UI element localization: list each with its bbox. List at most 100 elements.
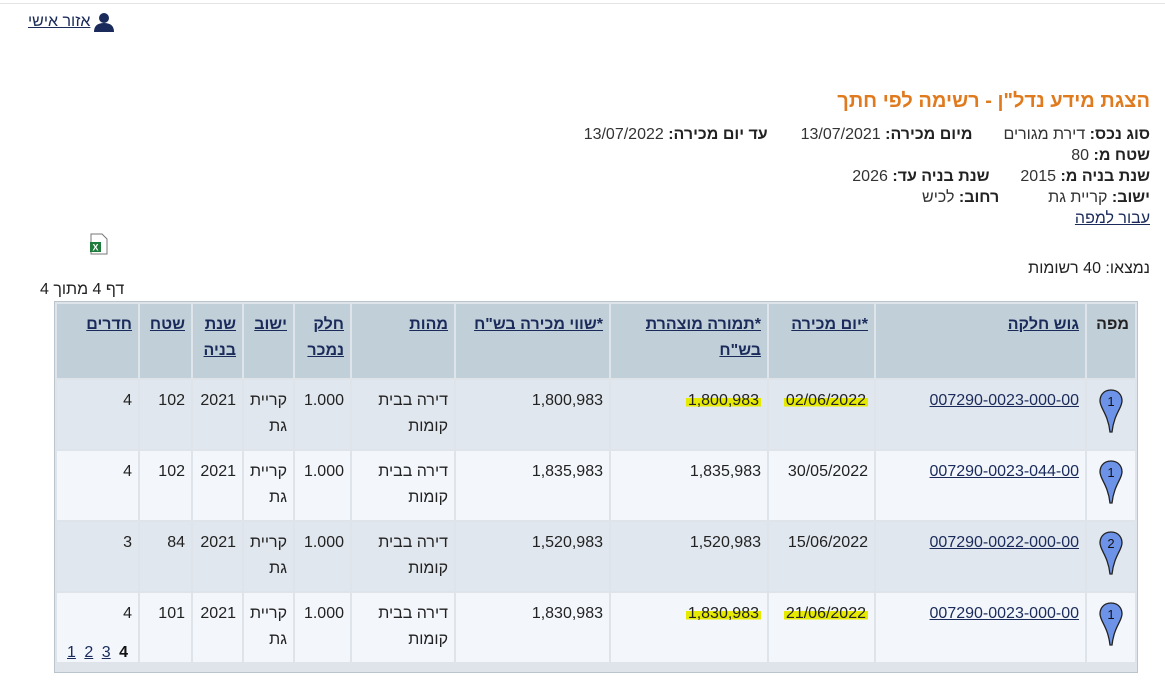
rooms-cell: 4 [57,380,138,449]
sort-gush[interactable]: גוש חלקה [1007,316,1079,333]
table-header-row: מפה גוש חלקה *יום מכירה *תמורה מוצהרת בש… [57,304,1135,378]
declared-cell-text: 1,835,983 [689,463,761,480]
declared-cell-text: 1,800,983 [685,392,761,409]
page-2[interactable]: 2 [84,644,94,661]
gush-cell[interactable]: 007290-0023-000-00 [876,380,1085,449]
page-info: דף 4 מתוך 4 [40,281,125,298]
date-cell-text: 21/06/2022 [783,605,868,622]
results-count: נמצאו: 40 רשומות [1028,260,1150,277]
map-pin-icon[interactable]: 2 [1098,530,1124,576]
filter-line-1: סוג נכס: דירת מגורים מיום מכירה: 13/07/2… [584,126,1150,144]
value-cell: 1,520,983 [456,522,609,591]
map-cell[interactable]: 2 [1087,522,1135,591]
date-cell-text: 02/06/2022 [783,392,868,409]
map-cell[interactable]: 1 [1087,593,1135,662]
declared-cell-text: 1,520,983 [689,534,761,551]
mahut-cell: דירה בבית קומות [352,380,454,449]
part-cell: 1.000 [295,522,350,591]
svg-text:1: 1 [1107,394,1114,409]
filter-line-4: ישוב: קריית גת רחוב: לכיש [922,189,1150,207]
city-label: ישוב: [1111,189,1150,206]
col-map-label: מפה [1096,316,1129,333]
excel-export-icon[interactable]: X [89,233,109,260]
year-cell: 2021 [193,522,242,591]
sort-part[interactable]: חלק נמכר [307,316,344,359]
map-cell[interactable]: 1 [1087,380,1135,449]
rooms-cell: 4 [57,451,138,520]
declared-cell-text: 1,830,983 [685,605,761,622]
year-to-label: שנת בניה עד: [892,168,990,185]
city-cell: קריית גת [244,593,293,662]
part-cell: 1.000 [295,380,350,449]
map-pin-icon[interactable]: 1 [1098,601,1124,647]
sort-declared[interactable]: *תמורה מוצהרת בש"ח [645,316,761,359]
area-cell: 102 [140,451,191,520]
col-rooms[interactable]: חדרים [57,304,138,378]
col-gush[interactable]: גוש חלקה [876,304,1085,378]
page-current: 4 [119,644,128,661]
page-1[interactable]: 1 [67,644,76,661]
svg-text:X: X [92,243,98,253]
city-cell: קריית גת [244,522,293,591]
street-label: רחוב: [958,189,1000,206]
rooms-cell: 3 [57,522,138,591]
user-icon [94,13,115,32]
col-declared[interactable]: *תמורה מוצהרת בש"ח [611,304,767,378]
map-pin-icon[interactable]: 1 [1098,388,1124,434]
svg-text:1: 1 [1107,465,1114,480]
value-cell: 1,835,983 [456,451,609,520]
date-cell: 02/06/2022 [769,380,874,449]
sort-value[interactable]: *שווי מכירה בש"ח [474,316,603,333]
col-mahut[interactable]: מהות [352,304,454,378]
top-divider [0,3,1165,4]
col-city[interactable]: ישוב [244,304,293,378]
col-date[interactable]: *יום מכירה [769,304,874,378]
personal-area-label[interactable]: אזור אישי [28,13,91,30]
date-cell-text: 30/05/2022 [787,463,868,480]
to-date-label: עד יום מכירה: [668,126,768,143]
filter-line-2: שטח מ: 80 [1071,147,1150,165]
col-value[interactable]: *שווי מכירה בש"ח [456,304,609,378]
map-cell[interactable]: 1 [1087,451,1135,520]
gush-link[interactable]: 007290-0022-000-00 [929,534,1079,551]
part-cell: 1.000 [295,593,350,662]
declared-cell: 1,830,983 [611,593,767,662]
sort-city[interactable]: ישוב [254,316,287,333]
gush-cell[interactable]: 007290-0023-000-00 [876,593,1085,662]
filter-line-3: שנת בניה מ: 2015 שנת בניה עד: 2026 [852,168,1150,186]
part-cell: 1.000 [295,451,350,520]
personal-area-link[interactable]: אזור אישי [28,12,115,32]
sort-rooms[interactable]: חדרים [86,316,132,333]
gush-link[interactable]: 007290-0023-044-00 [929,463,1079,480]
area-cell: 84 [140,522,191,591]
map-pin-icon[interactable]: 1 [1098,459,1124,505]
go-to-map-link[interactable]: עבור למפה [1074,210,1150,227]
year-cell: 2021 [193,451,242,520]
city-cell: קריית גת [244,380,293,449]
sort-mahut[interactable]: מהות [409,316,448,333]
sort-area[interactable]: שטח [149,316,185,333]
col-area[interactable]: שטח [140,304,191,378]
date-cell: 15/06/2022 [769,522,874,591]
table-row: 1 007290-0023-000-00 21/06/2022 1,830,983 1,… [57,593,1135,662]
col-map: מפה [1087,304,1135,378]
col-part[interactable]: חלק נמכר [295,304,350,378]
date-cell: 21/06/2022 [769,593,874,662]
col-year[interactable]: שנת בניה [193,304,242,378]
city-value: קריית גת [1048,189,1108,206]
sort-date[interactable]: *יום מכירה [791,316,868,333]
page-3[interactable]: 3 [101,644,111,661]
gush-link[interactable]: 007290-0023-000-00 [929,392,1079,409]
gush-cell[interactable]: 007290-0023-044-00 [876,451,1085,520]
sort-year[interactable]: שנת בניה [203,316,236,359]
gush-link[interactable]: 007290-0023-000-00 [929,605,1079,622]
value-cell: 1,830,983 [456,593,609,662]
to-date-value: 13/07/2022 [583,126,664,143]
city-cell: קריית גת [244,451,293,520]
area-from-value: 80 [1071,147,1090,164]
table-row: 1 007290-0023-044-00 30/05/2022 1,835,983 1,… [57,451,1135,520]
mahut-cell: דירה בבית קומות [352,593,454,662]
gush-cell[interactable]: 007290-0022-000-00 [876,522,1085,591]
year-from-label: שנת בניה מ: [1060,168,1150,185]
svg-text:1: 1 [1107,607,1114,622]
